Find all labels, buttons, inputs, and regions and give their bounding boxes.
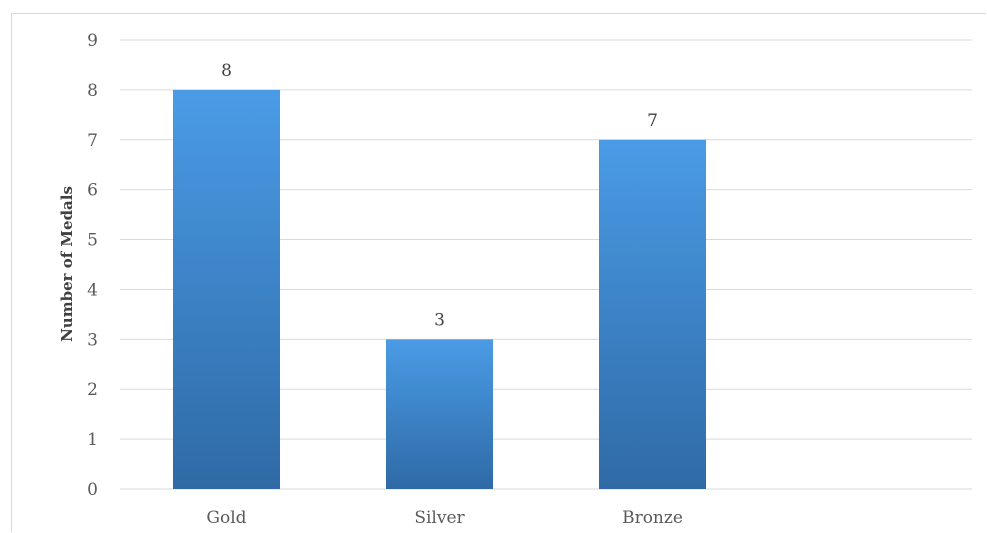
- bar-silver: [386, 339, 493, 489]
- y-tick-label: 0: [87, 480, 98, 500]
- x-tick-label-bronze: Bronze: [622, 508, 683, 528]
- data-label-gold: 8: [221, 61, 232, 81]
- bar-bronze: [599, 139, 706, 489]
- data-labels: 8 3 7: [221, 61, 658, 330]
- data-label-bronze: 7: [647, 111, 658, 131]
- y-tick-label: 1: [87, 430, 98, 450]
- y-axis-tick-labels: 0 1 2 3 4 5 6 7 8 9: [87, 31, 98, 500]
- y-tick-label: 5: [87, 231, 98, 251]
- x-tick-label-silver: Silver: [414, 508, 465, 528]
- y-tick-label: 2: [87, 380, 98, 400]
- y-tick-label: 4: [87, 280, 98, 300]
- y-axis-title: Number of Medals: [58, 186, 76, 342]
- gridlines: [120, 39, 972, 490]
- data-label-silver: 3: [434, 310, 445, 330]
- chart-frame: [11, 13, 986, 532]
- y-tick-label: 6: [87, 181, 98, 201]
- y-tick-label: 3: [87, 330, 98, 350]
- x-axis-tick-labels: Gold Silver Bronze: [206, 508, 682, 528]
- y-tick-label: 9: [87, 31, 98, 51]
- bar-gold: [173, 89, 280, 489]
- x-tick-label-gold: Gold: [206, 508, 246, 528]
- y-tick-label: 7: [87, 131, 98, 151]
- y-tick-label: 8: [87, 81, 98, 101]
- bars: [173, 89, 706, 489]
